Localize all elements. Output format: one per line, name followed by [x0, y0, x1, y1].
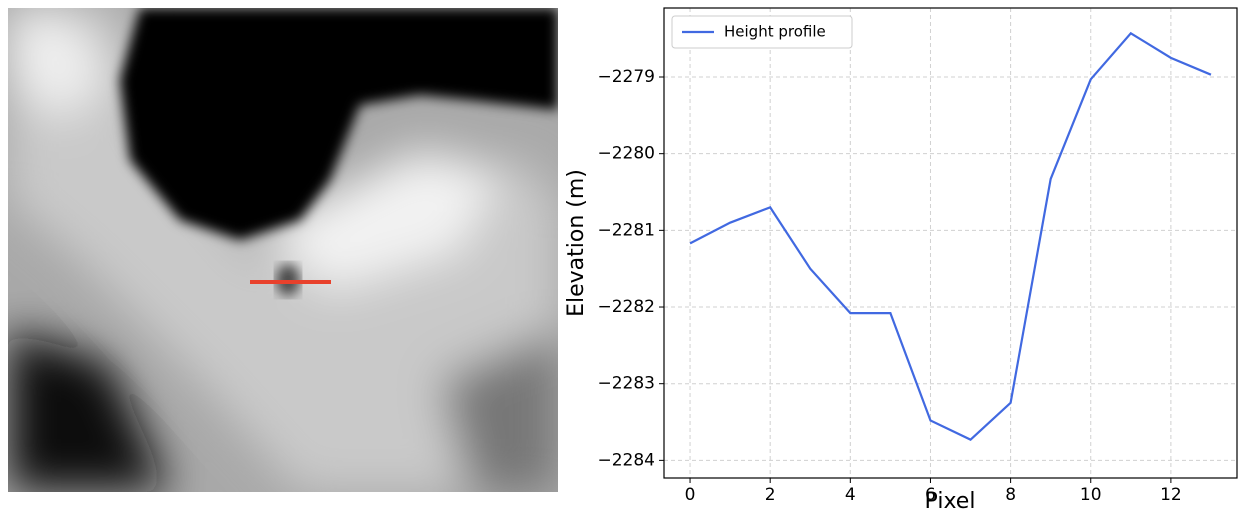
x-tick-label: 10 — [1080, 485, 1102, 505]
x-tick-label: 12 — [1160, 485, 1182, 505]
y-tick-label: −2280 — [597, 144, 655, 164]
x-tick-label: 2 — [765, 485, 776, 505]
legend-label: Height profile — [724, 23, 826, 41]
plot-frame — [663, 7, 1238, 479]
x-axis-label: Pixel — [925, 489, 976, 514]
x-tick-label: 4 — [845, 485, 856, 505]
y-tick-label: −2282 — [597, 297, 655, 317]
legend-box — [671, 15, 853, 49]
x-tick-label: 0 — [685, 485, 696, 505]
line-series — [689, 31, 1212, 441]
x-tick-label: 8 — [1005, 485, 1016, 505]
y-tick-label: −2284 — [597, 450, 655, 470]
y-axis-label: Elevation (m) — [564, 169, 589, 317]
y-tick-label: −2283 — [597, 374, 655, 394]
y-tick-label: −2281 — [597, 220, 655, 240]
elevation-image — [8, 8, 558, 492]
x-tick-label: 6 — [925, 485, 936, 505]
y-tick-label: −2279 — [597, 67, 655, 87]
